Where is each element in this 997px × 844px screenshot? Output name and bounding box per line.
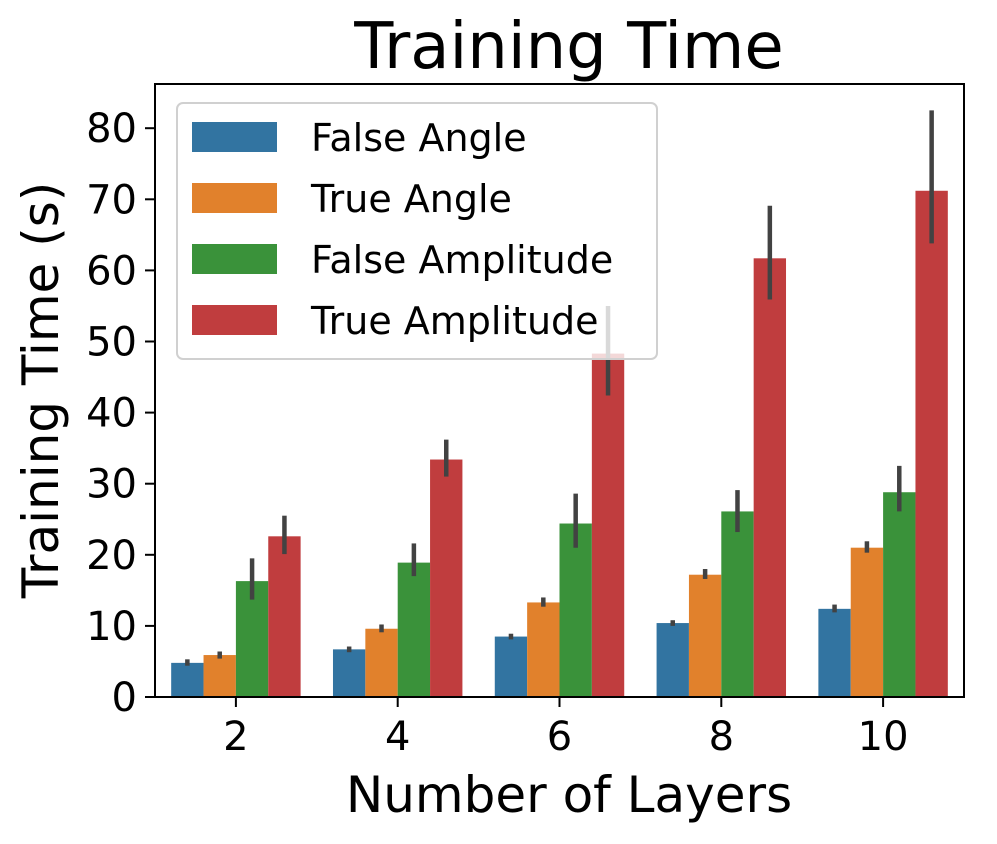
legend-swatch bbox=[192, 122, 277, 152]
legend-label: True Angle bbox=[310, 177, 512, 221]
chart-title: Training Time bbox=[353, 10, 784, 84]
bar bbox=[591, 353, 625, 697]
bar bbox=[397, 562, 431, 697]
bar bbox=[494, 636, 528, 698]
bar bbox=[527, 602, 560, 697]
bar bbox=[688, 574, 722, 697]
x-tick-label: 4 bbox=[385, 714, 410, 760]
y-axis-label: Training Time (s) bbox=[12, 182, 70, 600]
y-tick-label: 20 bbox=[86, 533, 137, 579]
x-axis: 2 4 6 8 10 bbox=[223, 697, 909, 760]
y-tick-label: 30 bbox=[86, 462, 137, 508]
y-tick-label: 0 bbox=[112, 675, 137, 721]
y-tick-label: 50 bbox=[86, 320, 137, 366]
legend-swatch bbox=[192, 244, 277, 274]
bar bbox=[850, 547, 884, 697]
x-tick-label: 10 bbox=[858, 714, 909, 760]
bar bbox=[883, 492, 916, 697]
bar bbox=[203, 655, 236, 697]
y-tick-label: 80 bbox=[86, 106, 137, 152]
legend: False Angle True Angle False Amplitude True… bbox=[176, 102, 658, 360]
bar bbox=[430, 459, 463, 697]
bar bbox=[365, 628, 398, 697]
x-tick-label: 2 bbox=[223, 714, 248, 760]
legend-label: False Angle bbox=[311, 116, 527, 160]
bar bbox=[753, 258, 787, 697]
bar bbox=[235, 581, 269, 697]
y-tick-label: 40 bbox=[86, 391, 137, 437]
legend-swatch bbox=[192, 305, 277, 335]
bar bbox=[656, 623, 689, 697]
bar bbox=[818, 608, 851, 697]
bar bbox=[332, 649, 366, 697]
bar bbox=[559, 523, 592, 697]
legend-label: False Amplitude bbox=[311, 238, 613, 282]
bar bbox=[915, 190, 948, 697]
bar bbox=[268, 536, 301, 697]
y-axis: 0 10 20 30 40 50 60 70 80 bbox=[86, 106, 155, 721]
x-tick-label: 8 bbox=[709, 714, 734, 760]
legend-label: True Amplitude bbox=[310, 299, 599, 343]
y-tick-label: 10 bbox=[86, 604, 137, 650]
x-tick-label: 6 bbox=[547, 714, 572, 760]
x-axis-label: Number of Layers bbox=[346, 766, 792, 824]
bars-layer bbox=[171, 190, 948, 698]
legend-box bbox=[176, 102, 658, 360]
y-tick-label: 60 bbox=[86, 248, 137, 294]
legend-swatch bbox=[192, 183, 277, 213]
y-tick-label: 70 bbox=[86, 177, 137, 223]
bar bbox=[721, 511, 754, 697]
bar bbox=[171, 662, 204, 697]
